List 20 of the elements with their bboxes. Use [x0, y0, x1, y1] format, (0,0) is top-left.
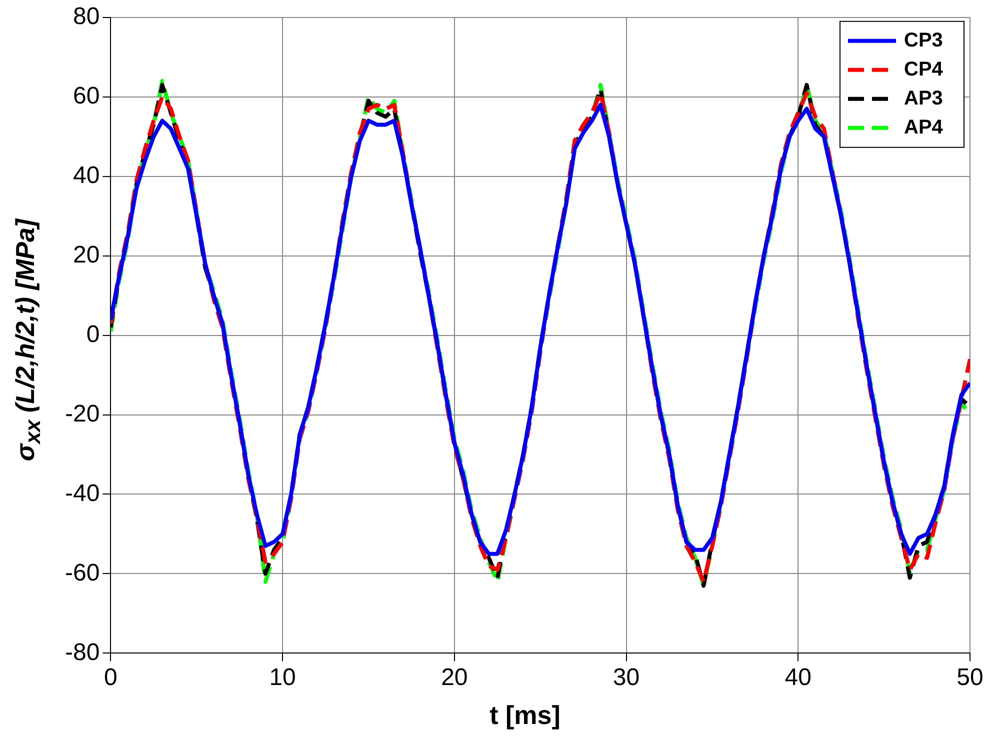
y-tick-label: -20	[65, 400, 100, 428]
y-tick-label: -60	[65, 559, 100, 586]
legend-label: CP3	[904, 29, 943, 52]
legend-label: CP4	[904, 58, 944, 80]
x-tick-label: 10	[269, 664, 296, 692]
y-tick-label: 60	[72, 82, 100, 110]
x-tick-label: 50	[956, 664, 984, 692]
y-tick-label: 80	[72, 3, 100, 30]
y-tick-label: 40	[72, 162, 100, 189]
x-tick-label: 30	[612, 664, 640, 692]
legend-label: AP3	[904, 87, 943, 110]
y-tick-label: 0	[86, 320, 100, 348]
y-tick-label: -80	[65, 638, 100, 666]
y-tick-label: 20	[72, 241, 100, 268]
x-tick-label: 40	[784, 664, 812, 692]
legend-label: AP4	[904, 116, 944, 138]
x-axis-title: t [ms]	[488, 700, 562, 731]
y-tick-label: -40	[65, 480, 100, 507]
x-tick-label: 0	[104, 664, 118, 692]
x-tick-label: 20	[441, 664, 468, 692]
